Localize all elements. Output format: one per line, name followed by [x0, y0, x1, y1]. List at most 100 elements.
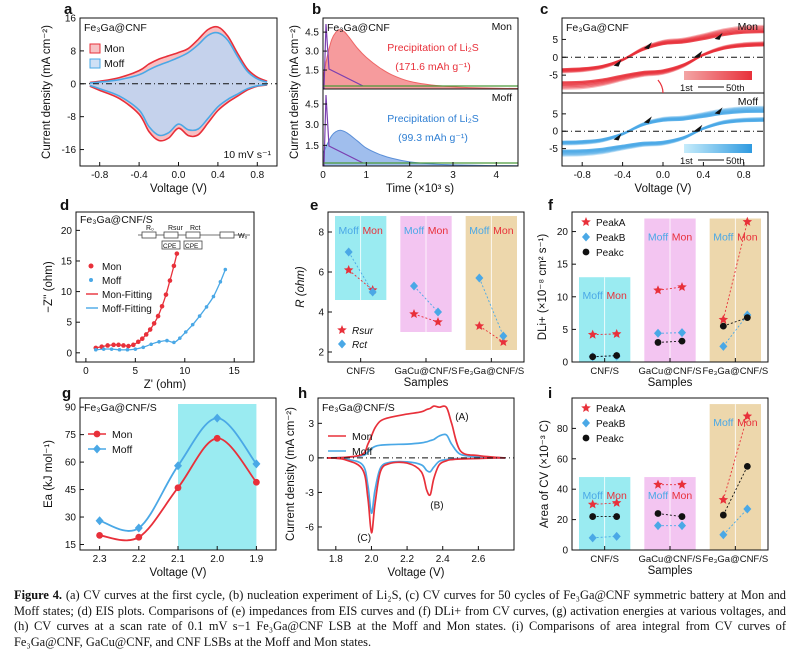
- highlight-band: [178, 404, 257, 550]
- ea-point-Mon: [253, 478, 260, 486]
- legend-marker: [337, 325, 347, 334]
- y-tick-label: 0: [552, 127, 558, 138]
- x-axis-label: Samples: [404, 377, 449, 389]
- legend-label: Peakc: [596, 248, 624, 259]
- moff-point: [165, 338, 169, 343]
- x-axis-label: Voltage (V): [150, 567, 207, 579]
- point-PeakA-off: [587, 499, 598, 509]
- y-tick-label: 10: [61, 287, 73, 298]
- point-PeakA-on: [677, 479, 687, 489]
- li2s-area: [323, 130, 518, 166]
- pair-connector: [722, 466, 748, 516]
- x-tick-label: 4: [494, 170, 500, 181]
- point-PeakA-on: [742, 216, 753, 226]
- circuit-label: Rct: [190, 225, 201, 232]
- mon-point: [167, 278, 173, 283]
- moff-point: [178, 336, 182, 340]
- x-tick-label: 0.8: [250, 170, 264, 181]
- x-tick-label: 15: [229, 366, 241, 377]
- panel-letter: i: [548, 385, 552, 402]
- peak-label: (A): [455, 412, 468, 423]
- cycle-start-label: 1st: [680, 156, 693, 167]
- arrow-marker: [714, 107, 723, 115]
- x-tick-label: 0: [83, 366, 89, 377]
- cycle-end-label: 50th: [726, 83, 745, 94]
- moff-point: [133, 347, 138, 351]
- y-tick-label: -3: [305, 488, 314, 499]
- legend-label: Mon-Fitting: [102, 290, 152, 301]
- point-Peakc-off: [654, 339, 662, 346]
- y-tick-label: 4: [318, 308, 324, 319]
- group-label-on: Mon: [672, 490, 693, 502]
- ea-point-Moff: [174, 461, 182, 471]
- y-tick-label: 0: [66, 348, 72, 359]
- pair-connector: [592, 502, 617, 505]
- point-Peakc-off: [589, 513, 597, 520]
- point-Peakc-on: [743, 463, 751, 470]
- mon-point: [174, 251, 180, 256]
- pair-connector: [723, 508, 748, 536]
- subplot-tag: Mon: [492, 21, 513, 33]
- cycle-curve: [561, 29, 765, 71]
- arrow-marker: [643, 42, 652, 50]
- moff-point: [149, 342, 153, 347]
- caption-label: Figure 4.: [14, 588, 62, 602]
- y-tick-label: 6: [318, 268, 324, 279]
- point-PeakB-on: [678, 328, 686, 338]
- group-label-on: Mon: [606, 290, 627, 302]
- legend-label: PeakB: [596, 419, 626, 430]
- cv-discharge-Mon: [326, 457, 506, 534]
- ea-point-Mon: [174, 484, 182, 492]
- chart-title: Fe₃Ga@CNF/S: [322, 402, 395, 414]
- mon-point: [139, 336, 145, 342]
- y-tick-label: 15: [65, 540, 77, 551]
- cycle-curve: [561, 108, 765, 144]
- y-tick-label: 30: [65, 513, 77, 524]
- y-axis-label: R (ohm): [295, 266, 307, 308]
- chart-title: Fe₃Ga@CNF: [84, 22, 147, 34]
- li2s-curve: [322, 129, 519, 167]
- x-tick-label: 3: [450, 170, 456, 181]
- subplot-tag: Moff: [492, 92, 512, 104]
- legend-label: Mon: [104, 43, 125, 55]
- mon-point: [171, 263, 177, 269]
- moff-point: [190, 322, 195, 327]
- pair-connector: [722, 314, 748, 347]
- peak-label: (C): [357, 533, 371, 544]
- cycle-end-label: 50th: [726, 156, 745, 167]
- moff-point: [157, 339, 161, 344]
- cycle-gradient-bar: [684, 71, 752, 80]
- point-Rsur-off: [409, 309, 419, 318]
- figure-caption: Figure 4. (a) CV curves at the first cyc…: [14, 588, 786, 650]
- li2s-label: Precipitation of Li₂S: [387, 113, 479, 125]
- mon-point: [151, 321, 157, 326]
- ea-point-Mon: [96, 531, 103, 539]
- legend-label: PeakB: [596, 233, 626, 244]
- mon-point: [126, 343, 131, 349]
- group-label-off: Moff: [583, 490, 603, 502]
- y-tick-label: 60: [557, 454, 569, 465]
- x-axis-label: Time (×10³ s): [386, 183, 454, 195]
- x-tick-label: 5: [133, 366, 139, 377]
- point-PeakB-off: [654, 521, 662, 531]
- x-tick-label: 2.0: [210, 554, 224, 565]
- circuit-resistor: [141, 231, 157, 239]
- point-PeakA-off: [587, 329, 598, 339]
- circuit-cpe: [161, 240, 181, 250]
- circuit-resistor: [185, 231, 201, 239]
- ea-point-Moff: [213, 413, 222, 423]
- pair-connector: [479, 325, 504, 343]
- pair-connector: [722, 416, 748, 500]
- group-label-on: Mon: [428, 225, 449, 237]
- x-axis-label: Voltage (V): [150, 183, 207, 195]
- y-tick-label: 0: [562, 358, 568, 369]
- group-label-off: Moff: [648, 232, 668, 244]
- pair-connector: [413, 285, 439, 313]
- annotation: 10 mV s⁻¹: [223, 149, 271, 161]
- point-Peakc-off: [719, 511, 727, 519]
- moff-point: [93, 347, 98, 352]
- y-tick-label: 10: [557, 292, 569, 303]
- x-tick-label: 2.2: [400, 554, 414, 565]
- point-PeakB-off: [588, 533, 597, 543]
- group-label-on: Mon: [493, 225, 514, 237]
